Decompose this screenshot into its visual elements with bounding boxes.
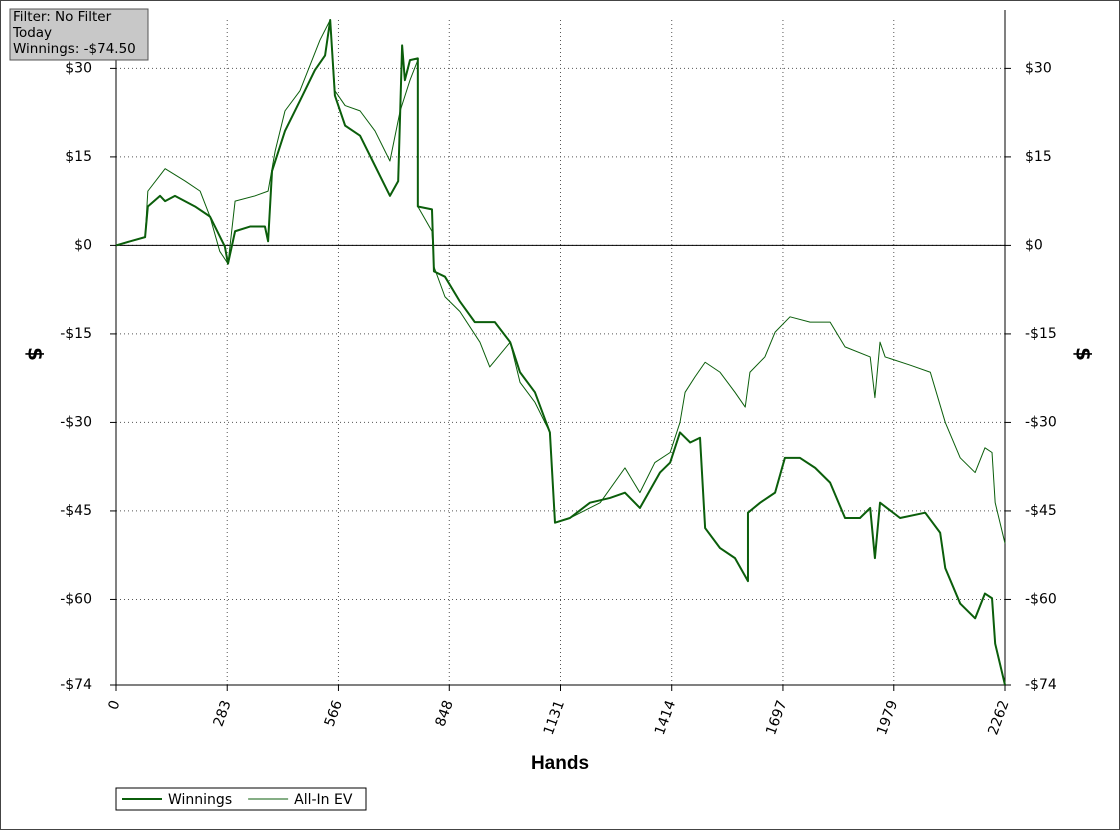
y2-tick-label: $30 <box>1025 60 1052 76</box>
y2-tick-label: -$45 <box>1025 503 1057 519</box>
y2-tick-label: $15 <box>1025 149 1052 165</box>
y-tick-label: -$74 <box>60 677 92 693</box>
y2-axis-label: $ <box>1072 347 1096 361</box>
y2-tick-label: -$60 <box>1025 591 1057 607</box>
y-tick-label: -$15 <box>60 326 92 342</box>
series-line <box>115 19 1006 544</box>
legend-box <box>115 787 367 811</box>
info-box-bg <box>9 8 149 61</box>
y-tick-label: -$60 <box>60 591 92 607</box>
y-tick-label: $30 <box>65 60 92 76</box>
legend-label: All-In EV <box>294 792 353 808</box>
x-axis-label: Hands <box>531 753 589 774</box>
y2-tick-label: $0 <box>1025 237 1043 253</box>
y2-tick-label: -$30 <box>1025 414 1057 430</box>
y-axis-label: $ <box>24 347 48 361</box>
y2-tick-label: -$15 <box>1025 326 1057 342</box>
legend-label: Winnings <box>168 792 232 808</box>
y-tick-label: -$30 <box>60 414 92 430</box>
info-line: Winnings: -$74.50 <box>13 41 136 57</box>
y-tick-label: -$45 <box>60 503 92 519</box>
info-line: Filter: No Filter <box>13 9 112 25</box>
y-tick-label: $0 <box>74 237 92 253</box>
y2-tick-label: -$74 <box>1025 677 1057 693</box>
series-line <box>115 19 1006 686</box>
y-tick-label: $15 <box>65 149 92 165</box>
info-line: Today <box>12 25 52 41</box>
